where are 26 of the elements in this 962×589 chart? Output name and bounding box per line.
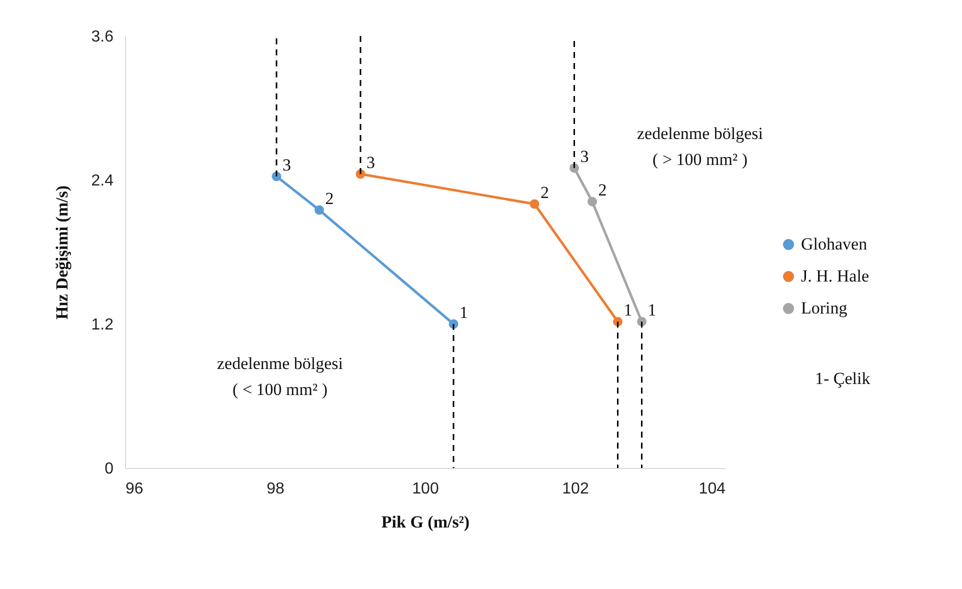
x-tick-label: 104 — [698, 480, 726, 498]
annotation: 3 — [366, 153, 375, 172]
x-axis-title: Pik G (m/s²) — [381, 512, 470, 532]
annotation: 2 — [598, 180, 607, 200]
y-axis-title: Hız Değişimi (m/s) — [52, 185, 72, 320]
y-tick-label: 3.6 — [91, 28, 114, 46]
y-tick-label: 2.4 — [91, 172, 114, 190]
annotation: 3 — [282, 155, 291, 174]
x-tick-label: 102 — [562, 480, 589, 498]
x-tick-label: 96 — [126, 480, 144, 498]
legend-label: J. H. Hale — [801, 266, 869, 286]
annotation: zedelenme bölgesi ( < 100 mm² ) — [216, 354, 344, 399]
x-tick-label: 98 — [266, 480, 284, 498]
x-tick-label: 100 — [412, 480, 439, 498]
annotation: 2 — [540, 183, 549, 202]
annotation: 1 — [460, 303, 468, 322]
legend-label: Loring — [801, 298, 848, 318]
y-tick-label: 1.2 — [91, 316, 114, 334]
y-tick-label: 0 — [104, 460, 114, 478]
annotation: 1 — [648, 300, 656, 320]
annotation: 2 — [325, 189, 334, 208]
annotation: 3 — [580, 147, 589, 166]
annotation: 1 — [624, 300, 632, 320]
annotation: zedelenme bölgesi ( > 100 mm² ) — [636, 124, 764, 169]
text: 1- Çelik — [815, 369, 871, 388]
legend-label: Glohaven — [801, 234, 868, 254]
